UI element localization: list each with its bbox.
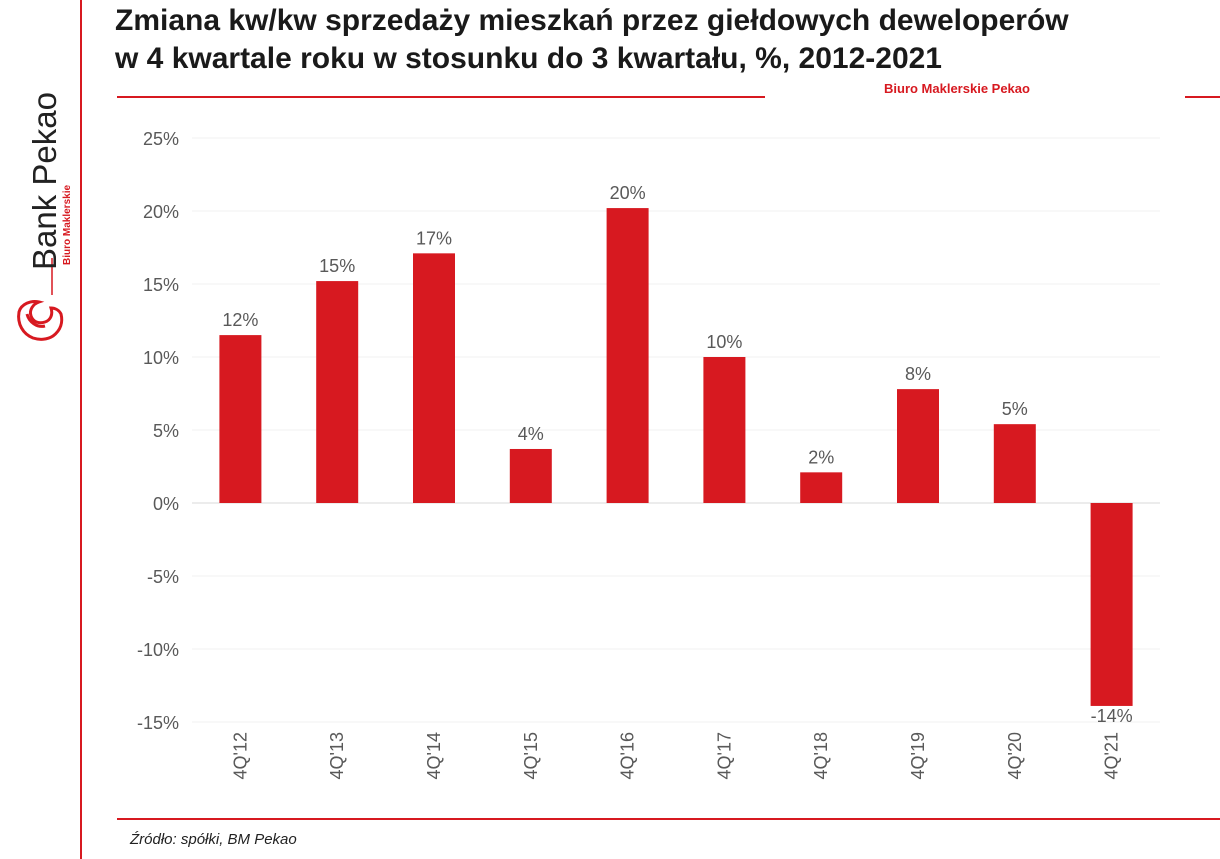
source-note: Źródło: spółki, BM Pekao xyxy=(130,831,297,848)
data-label: 2% xyxy=(808,447,834,467)
x-tick-label: 4Q'19 xyxy=(908,732,928,779)
data-label: 17% xyxy=(416,228,452,248)
data-label: 15% xyxy=(319,256,355,276)
data-label: -14% xyxy=(1091,706,1133,726)
data-label: 12% xyxy=(222,310,258,330)
bison-emblem-icon xyxy=(17,300,64,341)
x-tick-label: 4Q'21 xyxy=(1102,732,1122,779)
bar xyxy=(800,472,843,503)
y-tick-label: 20% xyxy=(143,202,179,222)
footer-rule xyxy=(117,818,1220,820)
y-tick-label: 0% xyxy=(153,494,179,514)
bar xyxy=(703,357,746,503)
x-tick-label: 4Q'12 xyxy=(230,732,250,779)
x-tick-label: 4Q'17 xyxy=(714,732,734,779)
data-label: 10% xyxy=(706,332,742,352)
y-tick-label: -15% xyxy=(137,713,179,733)
x-tick-label: 4Q'18 xyxy=(811,732,831,779)
data-label: 8% xyxy=(905,364,931,384)
y-tick-label: 15% xyxy=(143,275,179,295)
header-rule-right xyxy=(1185,96,1220,98)
bar xyxy=(1090,503,1133,706)
x-tick-label: 4Q'16 xyxy=(618,732,638,779)
title-line-2: w 4 kwartale roku w stosunku do 3 kwarta… xyxy=(115,42,942,75)
bar xyxy=(316,281,359,503)
bar xyxy=(606,208,649,503)
y-tick-label: -5% xyxy=(147,567,179,587)
y-tick-label: -10% xyxy=(137,640,179,660)
header-rule xyxy=(117,96,765,98)
x-tick-label: 4Q'14 xyxy=(424,732,444,779)
data-label: 20% xyxy=(610,183,646,203)
page-title: Zmiana kw/kw sprzedaży mieszkań przez gi… xyxy=(115,2,1205,78)
header-brand-subtitle: Biuro Maklerskie Pekao xyxy=(884,81,1030,96)
sidebar-divider xyxy=(80,0,82,859)
y-tick-label: 5% xyxy=(153,421,179,441)
title-line-1: Zmiana kw/kw sprzedaży mieszkań przez gi… xyxy=(115,4,1069,37)
bar xyxy=(897,389,939,503)
bank-pekao-logo: Bank Pekao Biuro Maklerskie xyxy=(17,92,73,341)
bar xyxy=(993,424,1036,503)
data-label: 4% xyxy=(518,424,544,444)
sidebar: Bank Pekao Biuro Maklerskie xyxy=(0,0,80,859)
y-tick-label: 25% xyxy=(143,129,179,149)
y-tick-label: 10% xyxy=(143,348,179,368)
x-tick-label: 4Q'20 xyxy=(1005,732,1025,779)
x-tick-label: 4Q'15 xyxy=(521,732,541,779)
bar xyxy=(219,335,262,503)
bar-chart: 25% 20% 15% 10% 5% 0% -5% -10% -15% 12% 4Q'12 15% 4Q… xyxy=(137,129,1160,779)
bar xyxy=(413,253,455,503)
data-label: 5% xyxy=(1002,399,1028,419)
x-tick-label: 4Q'13 xyxy=(327,732,347,779)
brand-subtitle: Biuro Maklerskie xyxy=(62,185,73,265)
bar xyxy=(509,448,552,503)
brand-name: Bank Pekao xyxy=(26,92,63,270)
